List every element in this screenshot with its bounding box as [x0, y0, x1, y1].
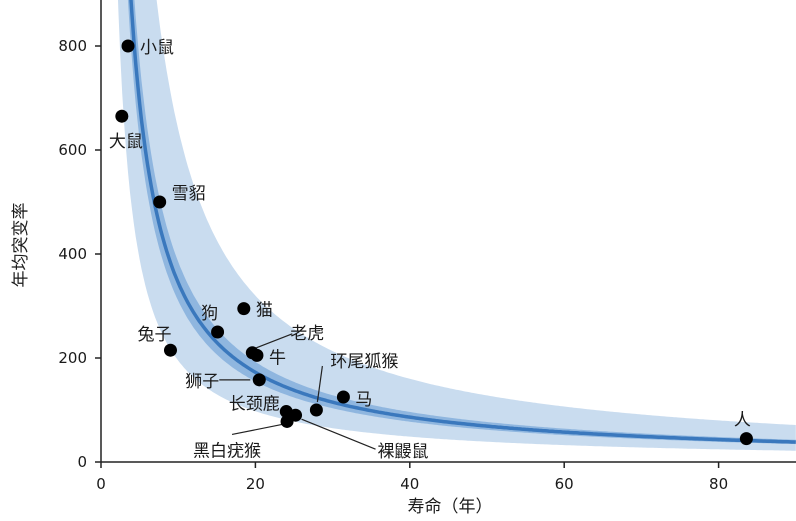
data-point [250, 348, 264, 362]
label-leader [231, 423, 283, 436]
y-tick-label: 600 [58, 141, 87, 159]
point-label: 环尾狐猴 [330, 352, 398, 372]
x-axis-title: 寿命（年） [408, 497, 493, 517]
data-point [739, 432, 753, 446]
plot-area [115, 0, 796, 451]
y-axis-ticks: 0 200 400 600 800 [58, 37, 101, 471]
point-label: 小鼠 [140, 38, 174, 58]
data-point [336, 390, 350, 404]
point-label: 黑白疣猴 [193, 441, 261, 461]
label-leader-lines [219, 333, 376, 450]
data-point [115, 109, 129, 123]
point-label: 牛 [269, 348, 286, 368]
data-point [252, 373, 266, 387]
label-leader [316, 365, 323, 403]
x-tick-label: 20 [246, 475, 265, 493]
point-label: 大鼠 [109, 132, 143, 152]
point-label: 老虎 [290, 324, 324, 344]
point-label: 长颈鹿 [229, 395, 280, 415]
x-tick-label: 40 [400, 475, 419, 493]
point-label: 猫 [256, 301, 273, 321]
point-label: 兔子 [137, 325, 171, 345]
point-label: 裸鼹鼠 [378, 442, 429, 462]
point-label: 人 [734, 411, 751, 431]
data-point [163, 343, 177, 357]
label-leader [256, 333, 293, 349]
data-point [121, 39, 135, 53]
fit-curve [129, 0, 796, 444]
x-tick-label: 80 [709, 475, 728, 493]
data-point [211, 325, 225, 339]
y-axis-title: 年均突变率 [11, 203, 31, 288]
data-point [280, 414, 294, 428]
x-tick-label: 0 [96, 475, 106, 493]
data-points [115, 39, 753, 446]
y-tick-label: 400 [58, 245, 87, 263]
data-point [309, 403, 323, 417]
x-axis-ticks: 0 20 40 60 80 [96, 462, 728, 493]
point-label: 雪貂 [172, 184, 206, 204]
outer-confidence-band [117, 0, 796, 451]
y-tick-label: 0 [77, 453, 87, 471]
point-label: 狗 [201, 304, 218, 324]
x-tick-label: 60 [555, 475, 574, 493]
data-point [153, 195, 167, 209]
label-leader [301, 418, 376, 450]
y-tick-label: 200 [58, 349, 87, 367]
point-label: 马 [355, 390, 372, 410]
y-tick-label: 800 [58, 37, 87, 55]
point-label: 狮子 [185, 372, 219, 392]
data-point [237, 302, 251, 316]
